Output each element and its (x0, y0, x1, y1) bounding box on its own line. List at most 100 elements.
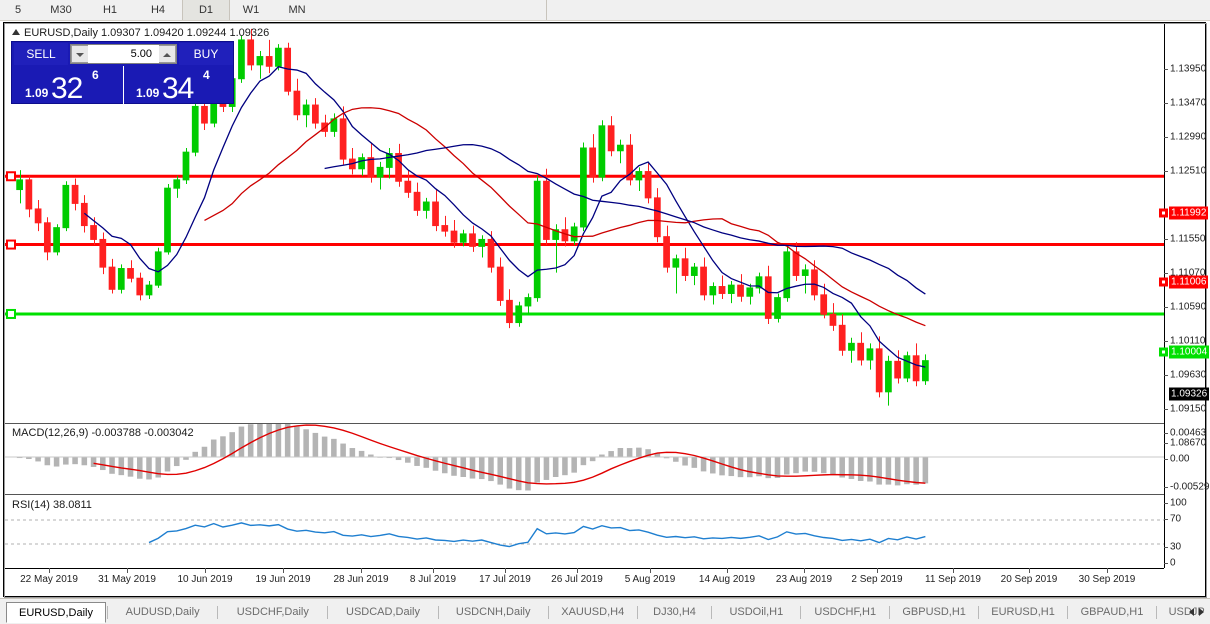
chart-tab-usdchf-h1[interactable]: USDCHF,H1 (814, 606, 877, 618)
date-axis-label: 30 Sep 2019 (1078, 574, 1136, 585)
date-axis-label: 17 Jul 2019 (479, 574, 531, 585)
timeframe-5-button[interactable]: 5 (14, 4, 22, 16)
tab-separator (1155, 606, 1157, 619)
price-scale-label: 1.11550 (1170, 233, 1206, 245)
level-price-tag-red[interactable]: 1.11992 (1169, 206, 1209, 220)
buy-button[interactable]: BUY (179, 43, 233, 65)
date-tick (650, 568, 651, 573)
price-tick (1164, 443, 1168, 444)
macd-pane[interactable]: MACD(12,26,9) -0.003788 -0.003042 (5, 424, 1164, 494)
tab-separator (889, 606, 891, 619)
collapse-triangle-icon[interactable] (12, 29, 20, 35)
chart-tab-gbpusd-h1[interactable]: GBPUSD,H1 (902, 606, 966, 618)
date-axis-label: 5 Aug 2019 (624, 574, 676, 585)
timeframe-d1-button[interactable]: D1 (182, 0, 230, 20)
date-tick (804, 568, 805, 573)
tab-separator (1067, 606, 1068, 619)
date-axis[interactable]: 22 May 2019 31 May 2019 10 Jun 2019 19 Jun … (5, 568, 1164, 596)
macd-plot (5, 424, 1164, 491)
chart-tab-bar[interactable]: EURUSD,Daily AUDUSD,Daily USDCHF,Daily USDC… (0, 598, 1210, 624)
macd-scale-label: -0.005299 (1170, 481, 1210, 493)
sell-button[interactable]: SELL (14, 43, 68, 65)
chart-tab-usdjp[interactable]: USDJP (1168, 606, 1205, 618)
buy-price-main: 34 (162, 72, 194, 105)
current-price-tag[interactable]: 1.09326 (1169, 387, 1210, 401)
chart-tab-dj30-h4[interactable]: DJ30,H4 (653, 606, 696, 618)
level-price-tag-red[interactable]: 1.11006 (1169, 275, 1209, 289)
tab-separator (636, 606, 638, 619)
tab-separator (327, 606, 329, 619)
date-tick (877, 568, 878, 573)
chart-tab-xauusd-h4[interactable]: XAUUSD,H4 (561, 606, 625, 618)
date-tick (577, 568, 578, 573)
price-scale[interactable]: 1.13950 1.13470 1.12990 1.12510 1.11550 1.110… (1159, 24, 1210, 569)
timeframe-mn-button[interactable]: MN (288, 4, 306, 16)
rsi-plot (5, 519, 1164, 548)
buy-price-fraction: 4 (203, 68, 210, 82)
price-scale-label: 1.13470 (1170, 97, 1207, 109)
level-price-tag-green[interactable]: 1.10004 (1169, 345, 1210, 359)
rsi-tick (1164, 519, 1168, 520)
timeframe-h4-button[interactable]: H4 (150, 4, 166, 16)
buy-price-prefix: 1.09 (136, 86, 160, 100)
chart-tab-gbpaud-h1[interactable]: GBPAUD,H1 (1080, 606, 1144, 618)
candlestick-plot (5, 28, 1164, 406)
price-tick (1164, 307, 1168, 308)
volume-decrease-button[interactable] (71, 45, 88, 63)
level-marker-red[interactable] (1159, 277, 1168, 287)
buy-price-display[interactable]: 1.09 34 4 (124, 66, 234, 105)
price-scale-label: 1.13950 (1170, 63, 1207, 75)
date-tick (953, 568, 954, 573)
level-marker-green[interactable] (1159, 347, 1168, 357)
price-tick (1164, 341, 1168, 342)
chart-tab-usdcad-daily[interactable]: USDCAD,Daily (346, 606, 420, 618)
date-axis-label: 22 May 2019 (20, 574, 78, 585)
price-tick (1164, 239, 1168, 240)
sell-price-main: 32 (51, 72, 83, 105)
tab-scroll-right-icon[interactable] (1197, 605, 1208, 618)
timeframe-m30-button[interactable]: M30 (50, 4, 72, 16)
timeframe-w1-button[interactable]: W1 (242, 4, 260, 16)
volume-input[interactable]: 5.00 (70, 44, 177, 64)
timeframe-toolbar: 5 M30 H1 H4 D1 W1 MN (0, 0, 1210, 21)
tab-separator (978, 606, 980, 619)
chart-tab-usdchf-daily[interactable]: USDCHF,Daily (236, 606, 309, 618)
chart-tab-eurusd-daily[interactable]: EURUSD,Daily (6, 602, 106, 623)
macd-scale-label: 0.00 (1170, 453, 1190, 465)
rsi-scale-label: 30 (1170, 541, 1182, 553)
date-axis-label: 19 Jun 2019 (255, 574, 311, 585)
price-scale-axis (1164, 24, 1165, 568)
timeframe-h1-button[interactable]: H1 (102, 4, 118, 16)
rsi-pane[interactable]: RSI(14) 38.0811 (5, 496, 1164, 568)
volume-value: 5.00 (130, 48, 152, 60)
sell-price-display[interactable]: 1.09 32 6 (13, 66, 123, 105)
price-scale-label: 1.12990 (1170, 131, 1207, 143)
chart-tab-usdcnh-daily[interactable]: USDCNH,Daily (455, 606, 531, 618)
volume-increase-button[interactable] (159, 45, 176, 63)
chart-tab-audusd-daily[interactable]: AUDUSD,Daily (125, 606, 200, 618)
chart-tab-usdoil-h1[interactable]: USDOil,H1 (729, 606, 784, 618)
rsi-scale-label: 100 (1170, 497, 1187, 509)
tab-separator (217, 606, 219, 619)
trade-panel-divider (123, 66, 124, 104)
pane-separator-rsi (5, 494, 1164, 495)
tab-scroll-left-icon[interactable] (1186, 605, 1197, 618)
price-tick (1164, 103, 1168, 104)
symbol-ohlc-label: EURUSD,Daily 1.09307 1.09420 1.09244 1.0… (24, 27, 270, 39)
level-marker-red[interactable] (1159, 208, 1168, 218)
macd-tick (1164, 459, 1168, 460)
one-click-trading-panel[interactable]: SELL 5.00 BUY 1.09 32 6 1.09 34 4 (11, 41, 234, 105)
rsi-scale-label: 0 (1170, 557, 1176, 569)
chart-tab-eurusd-h1[interactable]: EURUSD,H1 (991, 606, 1055, 618)
price-tick (1164, 137, 1168, 138)
date-axis-label: 11 Sep 2019 (925, 574, 981, 585)
date-axis-label: 8 Jul 2019 (409, 574, 457, 585)
rsi-label: RSI(14) 38.0811 (12, 499, 92, 511)
date-axis-line (5, 568, 1164, 569)
date-axis-label: 23 Aug 2019 (775, 574, 833, 585)
toolbar-divider (546, 0, 547, 20)
chart-window[interactable]: EURUSD,Daily 1.09307 1.09420 1.09244 1.0… (3, 22, 1210, 598)
price-scale-label: 1.10110 (1170, 335, 1206, 347)
tab-separator (107, 606, 108, 619)
